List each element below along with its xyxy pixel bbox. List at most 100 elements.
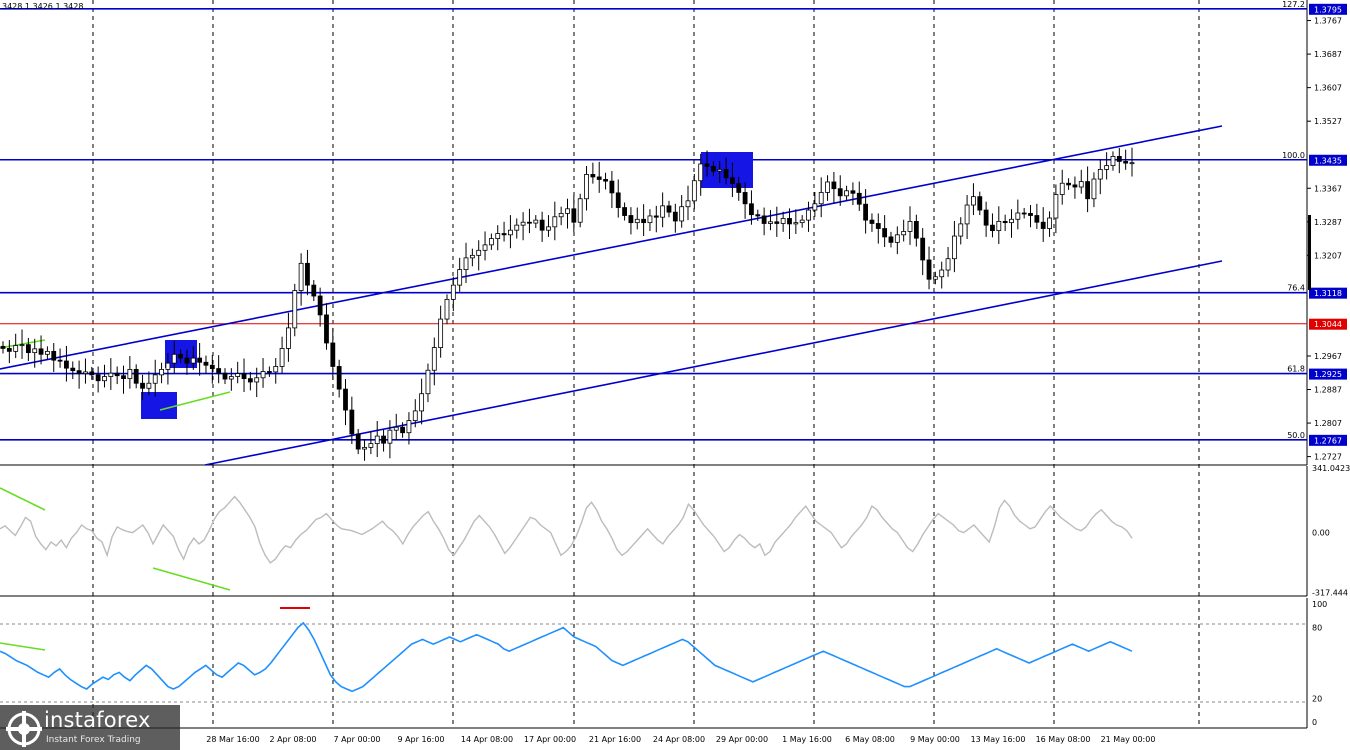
divergence-line-cci-2 (152, 567, 231, 591)
candle-body (546, 226, 551, 231)
candle-body (723, 168, 729, 179)
candle-body (932, 276, 938, 280)
candle-body (634, 218, 640, 224)
cci-tick-label: 341.0423 (1312, 464, 1350, 473)
candle-body (13, 345, 19, 352)
candle-body (850, 190, 856, 194)
candle-body (539, 219, 545, 231)
level-price-tag (1309, 368, 1347, 380)
level-price-tag-text: 1.2767 (1314, 436, 1342, 445)
candle-body (666, 205, 672, 213)
time-axis-label: 24 Apr 08:00 (653, 735, 705, 744)
candle-body (444, 298, 450, 320)
candle-body (799, 219, 805, 224)
candle-body (431, 347, 437, 371)
time-axis-label: 21 Apr 16:00 (589, 735, 641, 744)
candle-body (520, 221, 526, 226)
candle-body (875, 223, 881, 229)
candle-body (190, 357, 196, 364)
candle-body (216, 368, 222, 374)
candle-body (793, 222, 799, 225)
level-price-tag-text: 1.2925 (1314, 370, 1342, 379)
candle-body (1047, 217, 1052, 229)
candle-body (64, 360, 69, 369)
candle-body (977, 196, 983, 211)
candle-body (615, 192, 621, 208)
price-tick-label: 1.2727 (1314, 453, 1342, 462)
candle-body (38, 348, 44, 355)
candle-body (330, 342, 336, 367)
candle-body (742, 192, 748, 205)
candle-body (286, 327, 291, 349)
candle-body (362, 446, 367, 450)
level-label: 127.2 (1282, 0, 1305, 9)
candle-body (1009, 218, 1014, 224)
candle-body (178, 353, 183, 359)
time-axis-label: 16 May 08:00 (1036, 735, 1091, 744)
candle-body (83, 371, 88, 374)
candle-body (317, 295, 323, 316)
channel-lower-line (204, 260, 1223, 466)
fibonacci-levels: 127.2 1.3795 100.0 1.3435 76.4 1.3118 1.3044 61… (0, 0, 1347, 446)
level-price-tag-text: 1.3118 (1314, 289, 1342, 298)
candle-body (184, 357, 190, 364)
candle-body (222, 372, 228, 380)
candle-body (273, 366, 279, 373)
time-axis-label: 28 Mar 16:00 (206, 735, 259, 744)
candle-body (44, 350, 50, 355)
candle-body (565, 208, 570, 214)
candle-body (901, 231, 907, 236)
candle-body (298, 262, 304, 291)
candle-body (1059, 182, 1065, 195)
candle-body (939, 269, 945, 278)
level-price-tag (1309, 434, 1347, 446)
candle-body (533, 219, 539, 224)
ohlc-readout: 3428 1.3426 1.3428 (2, 2, 84, 11)
level-price-tag (1309, 154, 1347, 166)
candle-body (108, 372, 114, 377)
candle-body (888, 236, 894, 243)
candle-body (254, 377, 260, 383)
candle-body (958, 223, 964, 237)
candle-body (463, 257, 469, 271)
candle-body (501, 233, 507, 236)
candle-body (159, 369, 164, 376)
time-axis-label: 17 Apr 00:00 (524, 735, 576, 744)
candle-body (894, 234, 900, 243)
candle-body (419, 393, 425, 412)
candle-body (336, 366, 342, 390)
candle-body (1034, 215, 1040, 223)
candle-body (603, 179, 608, 182)
time-axis-label: 21 May 00:00 (1101, 735, 1156, 744)
candle-body (1078, 181, 1084, 188)
level-price-tag (1309, 3, 1347, 15)
rsi-axis: 100 80 20 0 (1312, 600, 1327, 727)
candle-body (438, 318, 444, 348)
divergence-line-price-2 (159, 391, 231, 411)
candle-body (1066, 182, 1071, 186)
price-tick-label: 1.3527 (1314, 117, 1342, 126)
candle-body (114, 372, 120, 377)
candle-body (818, 192, 824, 205)
candle-body (768, 221, 773, 224)
time-axis-label: 9 Apr 16:00 (397, 735, 444, 744)
candle-body (571, 208, 577, 223)
candle-body (996, 220, 1002, 232)
candle-body (812, 203, 818, 211)
candle-body (1072, 184, 1078, 188)
level-label: 50.0 (1287, 431, 1305, 440)
candle-body (140, 382, 145, 389)
candle-body (95, 374, 101, 382)
candle-body (831, 181, 837, 190)
candle-body (381, 435, 386, 444)
candle-body (1002, 220, 1008, 224)
candle-body (412, 410, 418, 421)
candle-body (990, 224, 995, 232)
candle-body (863, 203, 869, 221)
candle-body (717, 168, 723, 172)
candle-body (387, 429, 393, 444)
candle-body (660, 205, 666, 218)
level-price-tag-text: 1.3044 (1314, 320, 1342, 329)
candle-body (1021, 212, 1027, 215)
candle-body (349, 409, 355, 435)
